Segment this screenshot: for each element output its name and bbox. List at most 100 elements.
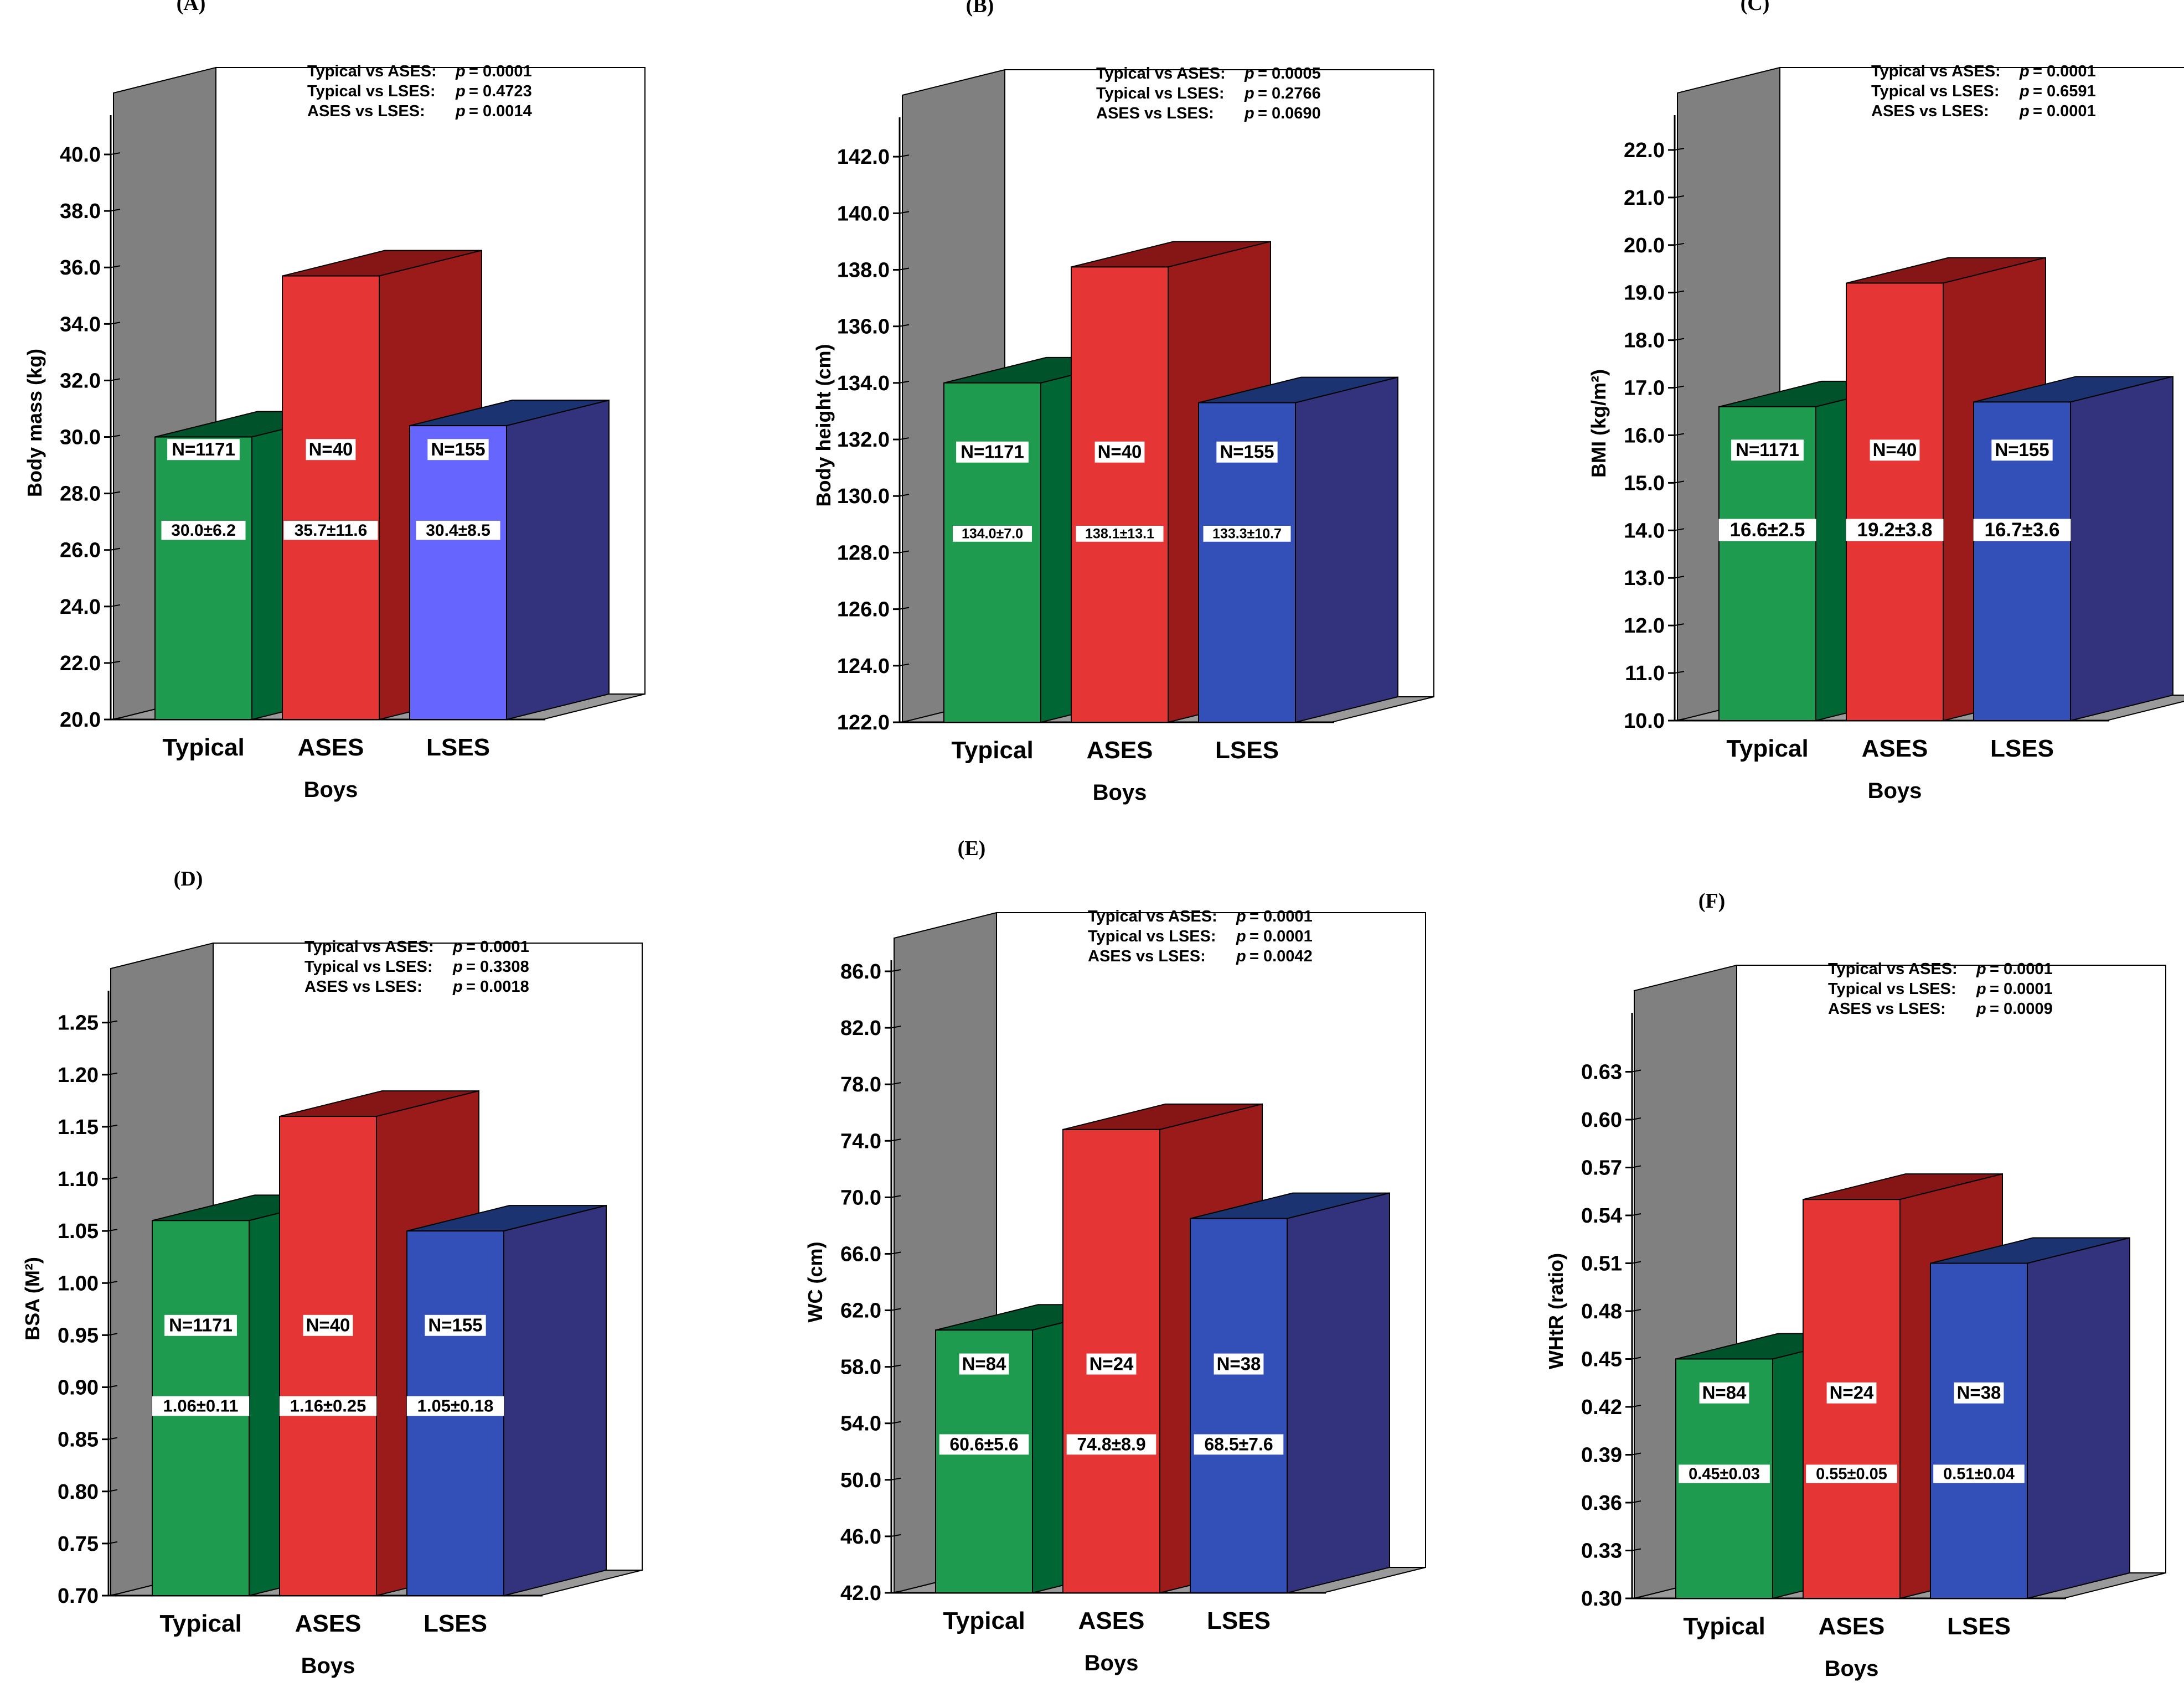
n-label: N=24 bbox=[1090, 1353, 1134, 1374]
y-tick-label: 86.0 bbox=[840, 960, 881, 983]
bar-side-face bbox=[2027, 1237, 2130, 1599]
value-label: 138.1±13.1 bbox=[1085, 526, 1154, 542]
pvalue-value: = 0.0001 bbox=[2033, 102, 2096, 120]
tick-connector bbox=[108, 1385, 118, 1388]
tick-connector bbox=[1631, 1117, 1641, 1120]
pvalue-value: = 0.0001 bbox=[466, 938, 529, 956]
n-label-box bbox=[1954, 1382, 2004, 1404]
x-tick-label-lses: LSES bbox=[1947, 1613, 2011, 1640]
pvalue-value: = 0.0014 bbox=[469, 102, 532, 120]
y-tick-label: 19.0 bbox=[1624, 282, 1665, 305]
y-tick-label: 1.00 bbox=[58, 1272, 99, 1295]
tick-connector bbox=[899, 494, 910, 497]
y-axis-title: BSA (M²) bbox=[21, 1257, 44, 1340]
n-label-box bbox=[427, 439, 489, 460]
y-tick-label: 82.0 bbox=[840, 1017, 881, 1040]
bar-side-face bbox=[1287, 1192, 1390, 1594]
tick-connector bbox=[110, 717, 121, 720]
y-tick-label: 136.0 bbox=[837, 315, 890, 339]
tick-connector bbox=[891, 1308, 901, 1311]
tick-connector bbox=[1674, 718, 1685, 721]
pvalue-comparison: Typical vs ASES: bbox=[304, 938, 434, 956]
bar-lses: N=38 0.51±0.04 bbox=[1930, 1237, 2130, 1599]
y-tick-label: 140.0 bbox=[837, 202, 890, 225]
value-label: 74.8±8.9 bbox=[1077, 1434, 1145, 1454]
tick-connector bbox=[891, 1421, 901, 1424]
chart-panel-f: 0.30 0.33 0.36 0.39 0.42 0.45 0.48 0.51 0.54 0.57… bbox=[1545, 889, 2166, 1681]
tick-connector bbox=[899, 663, 910, 666]
tick-connector bbox=[1674, 242, 1685, 246]
y-tick-label: 124.0 bbox=[837, 655, 890, 678]
x-tick-label-ases: ASES bbox=[1087, 737, 1153, 764]
tick-connector bbox=[108, 1072, 118, 1075]
chart-panel-b: 122.0 124.0 126.0 128.0 130.0 132.0 134.0 136.0… bbox=[812, 0, 1434, 805]
tick-connector bbox=[108, 1281, 118, 1284]
y-tick-label: 132.0 bbox=[837, 428, 890, 452]
x-tick-label-typical: Typical bbox=[951, 737, 1033, 764]
pvalue-comparison: ASES vs LSES: bbox=[1828, 1000, 1946, 1018]
x-tick-label-ases: ASES bbox=[1819, 1613, 1885, 1640]
tick-connector bbox=[1631, 1357, 1641, 1360]
n-label-box bbox=[1731, 439, 1804, 461]
y-tick-label: 0.60 bbox=[1581, 1109, 1622, 1132]
pvalue-symbol: p bbox=[1976, 960, 1986, 978]
tick-connector bbox=[110, 322, 121, 325]
tick-connector bbox=[1674, 623, 1685, 627]
y-tick-label: 0.42 bbox=[1581, 1396, 1622, 1419]
tick-connector bbox=[899, 437, 910, 441]
value-label-box bbox=[1973, 519, 2071, 541]
y-tick-label: 1.20 bbox=[58, 1064, 99, 1087]
y-tick-label: 28.0 bbox=[60, 483, 101, 506]
tick-connector bbox=[110, 547, 121, 551]
pvalue-value: = 0.0001 bbox=[1990, 980, 2053, 998]
tick-connector bbox=[1674, 338, 1685, 341]
tick-connector bbox=[1674, 528, 1685, 531]
y-tick-label: 126.0 bbox=[837, 598, 890, 622]
panel-label: (D) bbox=[174, 867, 203, 891]
tick-connector bbox=[1674, 147, 1685, 151]
tick-connector bbox=[891, 1251, 901, 1255]
x-tick-label-ases: ASES bbox=[1862, 735, 1928, 762]
pvalue-symbol: p bbox=[1244, 85, 1254, 102]
tick-connector bbox=[1631, 1452, 1641, 1456]
chart-panel-c: 10.0 11.0 12.0 13.0 14.0 15.0 16.0 17.0 18.0 19.0… bbox=[1587, 0, 2184, 803]
pvalue-comparison: Typical vs LSES: bbox=[1871, 82, 2000, 100]
pvalue-comparison: ASES vs LSES: bbox=[304, 978, 422, 996]
bar-front-face bbox=[1198, 402, 1296, 723]
y-tick-label: 122.0 bbox=[837, 711, 890, 734]
n-label: N=155 bbox=[1995, 439, 2049, 460]
n-label: N=155 bbox=[431, 439, 485, 459]
n-label-box bbox=[1991, 439, 2053, 461]
tick-connector bbox=[1631, 1213, 1641, 1216]
n-label-box bbox=[164, 1314, 237, 1336]
n-label: N=38 bbox=[1217, 1353, 1261, 1374]
y-tick-label: 22.0 bbox=[60, 652, 101, 675]
n-label: N=38 bbox=[1957, 1383, 2001, 1403]
tick-connector bbox=[108, 1124, 118, 1127]
value-label: 30.0±6.2 bbox=[171, 521, 236, 540]
x-tick-label-typical: Typical bbox=[1683, 1613, 1765, 1640]
bar-front-face bbox=[282, 275, 380, 720]
tick-connector bbox=[1631, 1165, 1641, 1168]
value-label-box bbox=[1679, 1464, 1770, 1483]
pvalue-comparison: Typical vs LSES: bbox=[307, 82, 436, 100]
pvalue-value: = 0.2766 bbox=[1258, 85, 1321, 102]
bar-front-face bbox=[409, 425, 507, 720]
y-tick-label: 0.30 bbox=[1581, 1587, 1622, 1611]
y-tick-label: 0.63 bbox=[1581, 1061, 1622, 1084]
y-tick-label: 30.0 bbox=[60, 426, 101, 449]
tick-connector bbox=[1674, 671, 1685, 674]
chart-panel-d: 0.70 0.75 0.80 0.85 0.90 0.95 1.00 1.05 1.10 1.15… bbox=[21, 867, 643, 1678]
value-label-box bbox=[1806, 1464, 1897, 1483]
n-label: N=40 bbox=[1098, 442, 1142, 462]
y-tick-label: 0.95 bbox=[58, 1324, 99, 1347]
pvalue-symbol: p bbox=[2019, 63, 2030, 80]
pvalue-comparison: Typical vs LSES: bbox=[1828, 980, 1956, 998]
value-label-box bbox=[939, 1434, 1029, 1455]
panel-label: (F) bbox=[1698, 889, 1726, 913]
tick-connector bbox=[891, 1364, 901, 1368]
pvalue-symbol: p bbox=[452, 978, 463, 996]
y-tick-label: 40.0 bbox=[60, 143, 101, 167]
pvalue-symbol: p bbox=[2019, 82, 2030, 100]
y-tick-label: 0.48 bbox=[1581, 1300, 1622, 1323]
